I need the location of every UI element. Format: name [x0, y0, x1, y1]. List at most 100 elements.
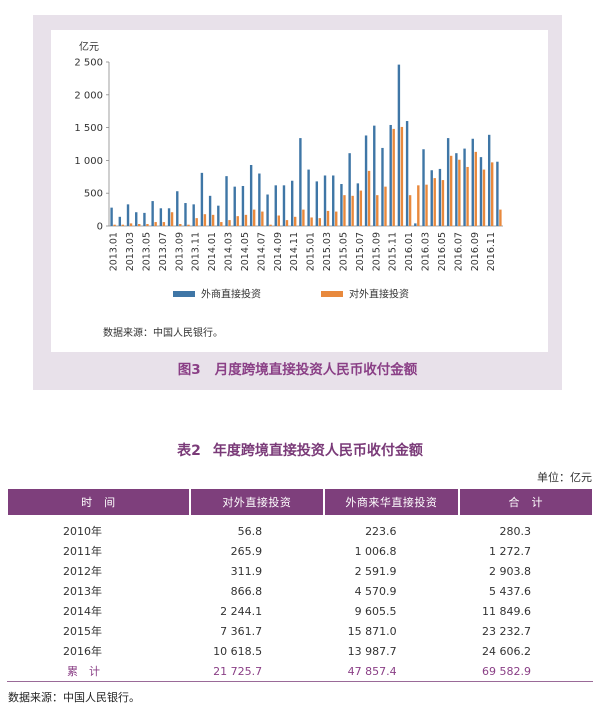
bar-outward-investment [236, 216, 239, 226]
cell-time: 2014年 [63, 605, 102, 618]
bar-outward-investment [269, 224, 272, 226]
bar-outward-investment [318, 218, 322, 226]
table-source-note: 数据来源：中国人民银行。 [8, 691, 140, 704]
bar-outward-investment [138, 224, 141, 226]
y-tick-label: 1 000 [74, 156, 103, 167]
cell-total: 5 437.6 [489, 584, 531, 598]
x-tick-label: 2014.11 [289, 232, 300, 271]
bar-inward-investment [463, 148, 466, 226]
table-caption: 表2 年度跨境直接投资人民币收付金额 [0, 440, 600, 460]
cell-outward: 866.8 [230, 584, 263, 598]
bar-inward-investment [249, 164, 253, 226]
bar-inward-investment [405, 121, 409, 226]
x-tick-label: 2016.07 [453, 232, 464, 271]
table-number: 表2 [177, 443, 201, 459]
bar-outward-investment [458, 159, 461, 226]
y-tick-label: 500 [84, 189, 103, 200]
bar-inward-investment [208, 195, 212, 226]
bar-outward-investment [293, 216, 297, 226]
y-tick-label: 1 500 [74, 123, 103, 134]
bar-inward-investment [430, 170, 433, 226]
table-row: 2013年 866.8 4 570.9 5 437.6 [7, 581, 593, 601]
cell-outward: 7 361.7 [220, 624, 263, 638]
bar-inward-investment [496, 161, 499, 226]
bar-outward-investment [310, 217, 313, 226]
data-table: 时 间 对外直接投资 外商来华直接投资 合 计 2010年 56.8 223.6 28… [6, 489, 595, 682]
bar-inward-investment [282, 185, 286, 226]
x-tick-label: 2014.09 [273, 232, 284, 271]
bar-outward-investment [203, 214, 207, 226]
x-tick-label: 2013.07 [158, 232, 169, 271]
bar-inward-investment [167, 208, 171, 226]
cell-outward: 2 244.1 [220, 604, 263, 618]
bar-inward-investment [455, 153, 458, 226]
legend-label-inward: 外商直接投资 [201, 288, 261, 301]
y-tick-label: 2 500 [74, 58, 103, 69]
bar-outward-investment [326, 210, 330, 226]
bar-inward-investment [143, 212, 146, 226]
bar-outward-investment [343, 195, 346, 226]
cell-inward: 1 006.8 [354, 544, 397, 558]
figure-number: 图3 [177, 362, 201, 378]
x-tick-label: 2015.03 [322, 232, 333, 271]
bar-inward-investment [340, 184, 343, 226]
bar-inward-investment [397, 64, 401, 227]
bar-outward-investment [392, 128, 395, 226]
bar-inward-investment [479, 157, 483, 226]
bar-inward-investment [323, 175, 327, 226]
bar-outward-investment [400, 126, 404, 226]
bar-inward-investment [225, 176, 228, 226]
bar-inward-investment [241, 185, 245, 226]
bar-outward-investment [376, 195, 379, 226]
bar-outward-investment [351, 195, 354, 226]
bar-outward-investment [129, 223, 133, 226]
cell-inward: 9 605.5 [354, 604, 397, 618]
x-tick-label: 2014.07 [256, 232, 267, 271]
bar-outward-investment [146, 224, 149, 226]
x-tick-label: 2014.03 [224, 232, 235, 271]
header-time: 时 间 [6, 489, 191, 515]
x-tick-label: 2013.01 [109, 232, 120, 271]
x-tick-label: 2015.09 [371, 232, 382, 271]
bar-outward-investment [466, 166, 469, 226]
cell-outward: 21 725.7 [213, 664, 263, 678]
bar-outward-investment [433, 178, 436, 226]
bar-inward-investment [233, 186, 236, 226]
x-tick-label: 2016.03 [421, 232, 432, 271]
bar-outward-investment [261, 211, 264, 226]
bar-outward-investment [187, 224, 190, 226]
bar-outward-investment [228, 220, 231, 226]
bar-outward-investment [195, 218, 198, 226]
bar-inward-investment [200, 172, 204, 226]
cell-total: 11 849.6 [482, 604, 531, 618]
chart-source-note: 数据来源：中国人民银行。 [103, 326, 223, 339]
table-row: 2016年 10 618.5 13 987.7 24 606.2 [7, 641, 593, 661]
cell-inward: 15 871.0 [347, 624, 397, 638]
cell-time: 2015年 [63, 625, 102, 638]
bar-inward-investment [176, 191, 179, 226]
x-tick-label: 2015.07 [355, 232, 366, 271]
bar-outward-investment [170, 212, 174, 226]
cell-total: 23 232.7 [482, 624, 531, 638]
bar-outward-investment [121, 224, 125, 226]
unit-label: 单位：亿元 [537, 471, 592, 484]
header-inward-investment: 外商来华直接投资 [323, 489, 460, 515]
cell-time: 2011年 [63, 545, 102, 558]
bar-inward-investment [274, 185, 277, 226]
bar-outward-investment [441, 180, 445, 226]
x-tick-label: 2015.01 [306, 232, 317, 271]
bar-outward-investment [277, 215, 280, 226]
bar-inward-investment [217, 205, 220, 226]
bar-outward-investment [113, 224, 116, 226]
table-row: 2015年 7 361.7 15 871.0 23 232.7 [7, 621, 593, 641]
bar-outward-investment [220, 222, 223, 226]
cell-inward: 223.6 [365, 524, 397, 538]
bar-outward-investment [449, 155, 453, 226]
bar-outward-investment [252, 209, 256, 226]
y-tick-label: 0 [97, 222, 103, 233]
bar-inward-investment [471, 138, 474, 226]
table-title: 年度跨境直接投资人民币收付金额 [212, 443, 423, 459]
x-tick-label: 2013.09 [174, 232, 185, 271]
bar-inward-investment [422, 149, 425, 226]
bar-inward-investment [159, 208, 163, 226]
